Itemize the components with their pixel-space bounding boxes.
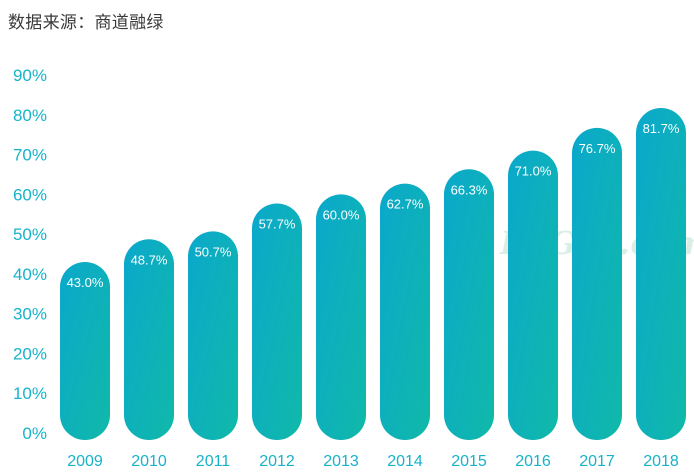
data-label-2015: 66.3% [451,182,488,197]
x-tick-label-2018: 2018 [643,453,679,470]
x-tick-label-2010: 2010 [131,453,167,470]
x-tick-label-2014: 2014 [387,453,423,470]
y-tick-label: 90% [13,66,47,85]
bar-2014 [380,183,430,441]
x-tick-label-2017: 2017 [579,453,615,470]
bar-2010 [124,239,174,440]
bar-2013 [316,194,366,440]
bar-2009 [60,261,110,440]
x-tick-label-2012: 2012 [259,453,295,470]
y-tick-label: 0% [22,424,47,443]
x-tick-label-2009: 2009 [67,453,103,470]
bar-2016 [508,150,558,441]
y-axis: 0% 10% 20% 30% 40% 50% 60% 70% 80% 90% [13,66,47,443]
data-label-2017: 76.7% [579,141,616,156]
y-tick-label: 70% [13,146,47,165]
y-tick-label: 10% [13,384,47,403]
y-tick-label: 80% [13,106,47,125]
data-label-2009: 43.0% [67,275,104,290]
x-tick-label-2016: 2016 [515,453,551,470]
data-label-2016: 71.0% [515,164,552,179]
y-tick-label: 50% [13,225,47,244]
data-label-2010: 48.7% [131,252,168,267]
y-tick-label: 40% [13,265,47,284]
data-source-note: 数据来源：商道融绿 [8,13,164,33]
y-tick-label: 30% [13,305,47,324]
data-label-2011: 50.7% [195,244,232,259]
x-tick-label-2011: 2011 [196,453,231,470]
data-label-2012: 57.7% [259,216,296,231]
y-tick-label: 20% [13,344,47,363]
bar-2011 [188,231,238,440]
x-tick-label-2013: 2013 [323,453,359,470]
bar-2017 [572,127,622,440]
bar-2012 [252,203,302,440]
data-label-2013: 60.0% [323,207,360,222]
bar-2018 [636,108,686,440]
bar-2015 [444,169,494,441]
x-axis: 2009 2010 2011 2012 2013 2014 2015 2016 2017 2018 [67,453,679,470]
data-label-2014: 62.7% [387,197,424,212]
bars: 43.0% 48.7% 50.7% 57.7% 60.0% 62.7% 66.3% 71.0%… [60,108,686,441]
x-tick-label-2015: 2015 [451,453,487,470]
data-label-2018: 81.7% [643,121,680,136]
y-tick-label: 60% [13,185,47,204]
